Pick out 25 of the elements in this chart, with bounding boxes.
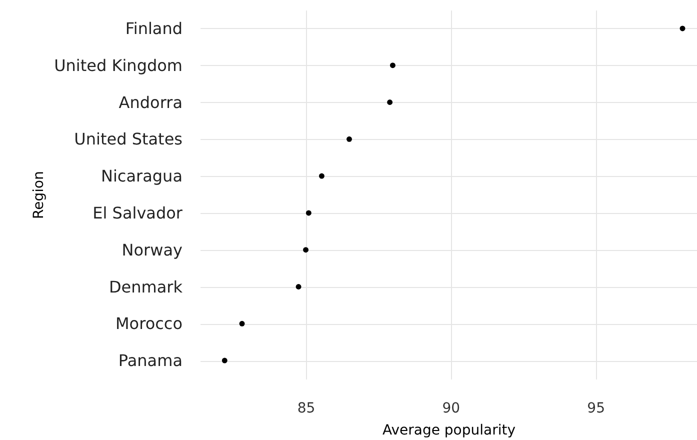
point <box>387 100 393 105</box>
y-tick-label: Morocco <box>116 314 182 334</box>
y-tick-label: El Salvador <box>92 203 183 222</box>
y-tick-label: Norway <box>122 240 182 260</box>
point <box>296 284 302 290</box>
x-tick-label: 95 <box>587 400 605 416</box>
x-tick-label: 85 <box>297 400 316 416</box>
point <box>346 136 352 142</box>
y-axis-title: Region <box>31 171 48 219</box>
point <box>680 26 686 32</box>
y-tick-label: Nicaragua <box>101 166 182 186</box>
x-axis-title: Average popularity <box>382 422 516 438</box>
point <box>222 358 228 364</box>
point <box>390 62 396 68</box>
point <box>239 320 245 326</box>
y-tick-label: Andorra <box>118 92 182 112</box>
point <box>318 173 324 179</box>
y-tick-label: Finland <box>125 18 182 38</box>
point <box>306 210 312 216</box>
x-tick-label: 90 <box>442 400 460 416</box>
point <box>303 247 309 253</box>
y-tick-label: United Kingdom <box>54 56 182 75</box>
y-tick-label: Denmark <box>108 277 184 296</box>
y-tick-label: United States <box>74 130 182 149</box>
y-tick-label: Panama <box>118 351 182 370</box>
